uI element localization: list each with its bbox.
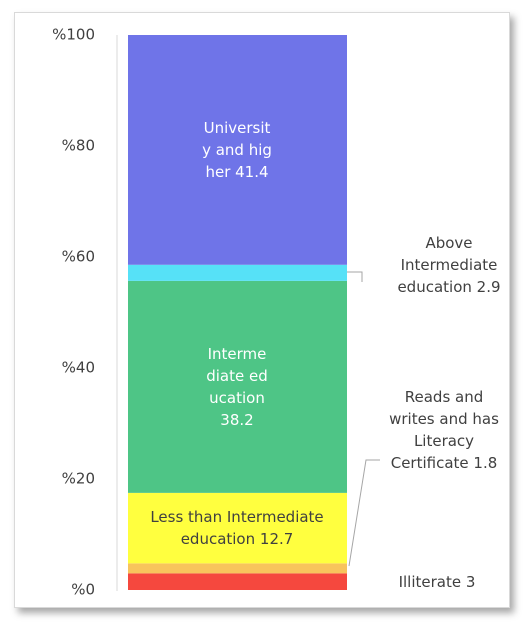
data-label-value: 2.9 xyxy=(476,278,501,296)
data-label: Reads and writes and has Literacy Certif… xyxy=(384,386,504,474)
data-label-name: Illiterate xyxy=(398,573,462,591)
bar-segment xyxy=(128,563,347,574)
data-label-name: Less than Intermediate education xyxy=(150,508,324,549)
data-label-name: Above Intermediate education xyxy=(397,234,498,296)
data-label-name: University and higher xyxy=(202,118,272,181)
data-label: Less than Intermediate education 12.7 xyxy=(142,506,332,550)
bar-segment xyxy=(128,492,347,564)
y-tick-label: %100 xyxy=(52,26,95,44)
y-tick-label: %60 xyxy=(62,248,95,266)
bar-segment xyxy=(128,35,347,265)
data-label-value: 1.8 xyxy=(473,454,498,472)
leader-line xyxy=(347,271,363,282)
bar-segment xyxy=(128,264,347,281)
y-tick-label: %80 xyxy=(62,137,95,155)
data-label-value: 41.4 xyxy=(235,162,269,181)
bar-segment xyxy=(128,573,347,590)
data-label-name: Intermediate education xyxy=(206,344,268,407)
data-label: University and higher 41.4 xyxy=(200,117,274,183)
data-label-value: 12.7 xyxy=(259,530,294,549)
data-label-value: 38.2 xyxy=(220,410,254,429)
data-label-value: 3 xyxy=(465,573,476,591)
y-tick-label: %20 xyxy=(62,470,95,488)
data-label: Intermediate education 38.2 xyxy=(206,343,268,431)
data-label-name: Reads and writes and has Literacy Certif… xyxy=(389,388,499,472)
leader-line xyxy=(348,459,380,567)
data-label: Illiterate 3 xyxy=(372,571,502,593)
y-tick-label: %40 xyxy=(62,359,95,377)
y-tick-label: %0 xyxy=(71,581,95,599)
bar-segment xyxy=(128,280,347,493)
data-label: Above Intermediate education 2.9 xyxy=(384,232,514,298)
